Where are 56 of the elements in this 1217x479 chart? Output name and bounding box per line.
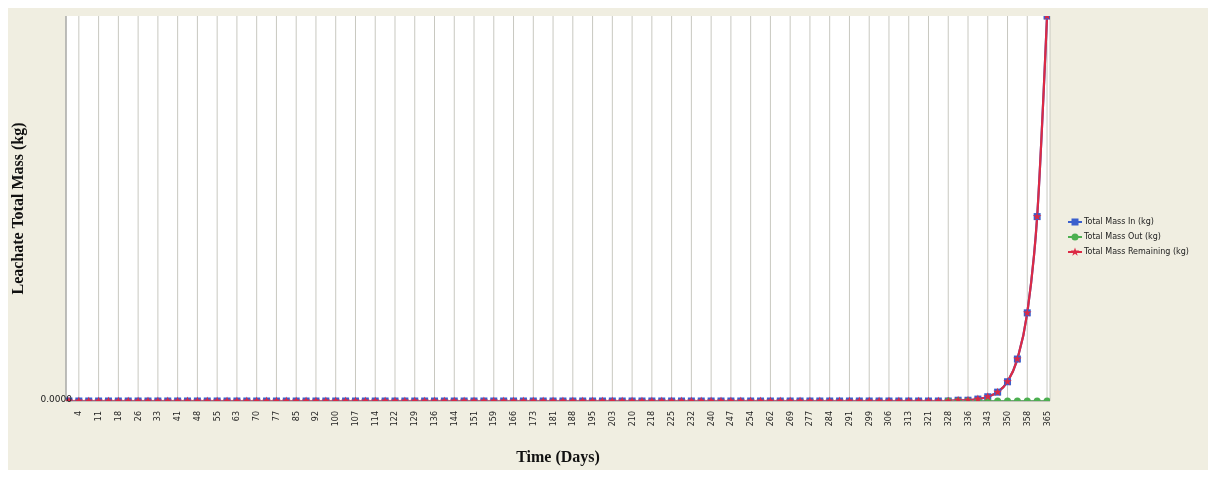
x-tick-label: 181 <box>548 411 558 427</box>
x-tick-label: 284 <box>825 411 835 427</box>
x-tick-label: 240 <box>706 411 716 427</box>
x-tick-label: 77 <box>271 411 281 422</box>
x-tick-label: 114 <box>370 411 380 427</box>
annotation: 0.0000 <box>39 394 72 404</box>
x-tick-label: 55 <box>212 411 222 422</box>
x-tick-label: 328 <box>943 411 953 427</box>
x-tick-label: 92 <box>311 411 321 422</box>
x-tick-label: 358 <box>1022 411 1032 427</box>
x-tick-label: 269 <box>785 411 795 427</box>
x-tick-label: 11 <box>94 411 104 422</box>
x-tick-label: 4 <box>74 411 84 417</box>
x-tick-label: 203 <box>607 411 617 427</box>
x-tick-label: 166 <box>509 411 519 427</box>
x-tick-label: 306 <box>884 411 894 427</box>
x-tick-label: 85 <box>291 411 301 422</box>
x-tick-label: 48 <box>192 411 202 422</box>
x-tick-label: 343 <box>983 411 993 427</box>
x-tick-label: 144 <box>449 411 459 427</box>
x-tick-label: 41 <box>173 411 183 422</box>
x-tick-label: 299 <box>864 411 874 427</box>
x-tick-label: 350 <box>1003 411 1013 427</box>
x-tick-label: 136 <box>430 411 440 427</box>
x-tick-label: 173 <box>528 411 538 427</box>
x-tick-label: 100 <box>331 411 341 427</box>
x-tick-label: 262 <box>765 411 775 427</box>
y-axis-title: Leachate Total Mass (kg) <box>8 122 27 295</box>
legend-label: Total Mass In (kg) <box>1084 217 1154 226</box>
legend-label: Total Mass Out (kg) <box>1084 232 1161 241</box>
x-tick-label: 122 <box>390 411 400 427</box>
x-tick-label: 218 <box>647 411 657 427</box>
x-tick-label: 232 <box>686 411 696 427</box>
x-tick-label: 195 <box>588 411 598 427</box>
x-tick-label: 70 <box>252 411 262 422</box>
x-tick-label: 247 <box>726 411 736 427</box>
x-tick-label: 210 <box>627 411 637 427</box>
x-tick-label: 321 <box>923 411 933 427</box>
x-tick-label: 254 <box>746 411 756 427</box>
x-tick-label: 33 <box>153 411 163 422</box>
x-tick-label: 336 <box>963 411 973 427</box>
x-tick-label: 159 <box>489 411 499 427</box>
x-tick-label: 291 <box>844 411 854 427</box>
x-tick-label: 107 <box>350 411 360 427</box>
x-tick-label: 129 <box>410 411 420 427</box>
x-tick-label: 277 <box>805 411 815 427</box>
x-tick-label: 26 <box>133 411 143 422</box>
legend-label: Total Mass Remaining (kg) <box>1084 247 1189 256</box>
x-tick-label: 313 <box>904 411 914 427</box>
x-tick-label: 63 <box>232 411 242 422</box>
x-tick-label: 151 <box>469 411 479 427</box>
x-axis-title: Time (Days) <box>516 448 600 466</box>
x-tick-label: 225 <box>667 411 677 427</box>
x-tick-label: 365 <box>1042 411 1052 427</box>
x-tick-label: 188 <box>568 411 578 427</box>
x-tick-label: 18 <box>113 411 123 422</box>
